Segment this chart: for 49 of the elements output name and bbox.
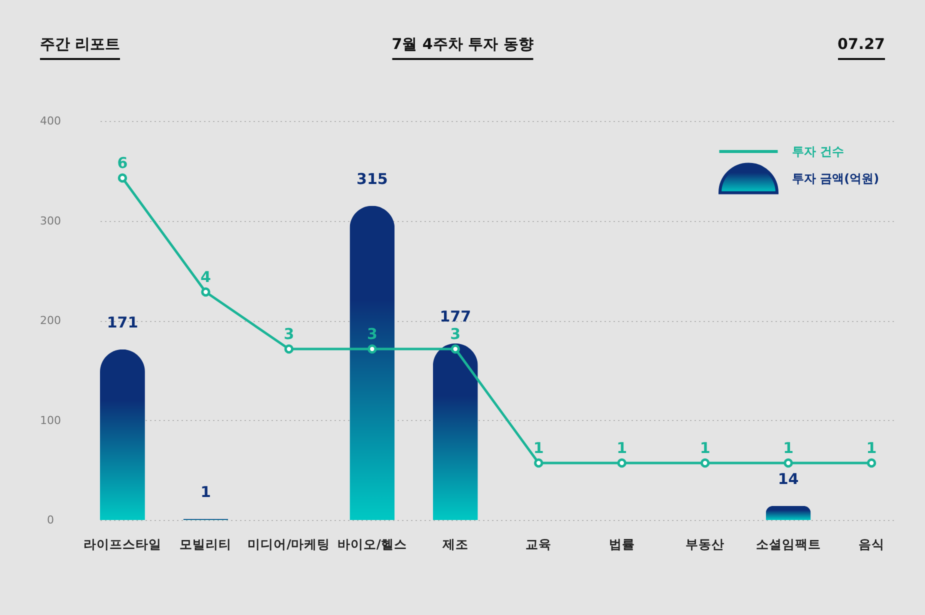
x-tick-label: 제조 [441, 536, 468, 552]
data-label: 1 [783, 439, 794, 457]
point [201, 287, 210, 297]
y-tick-label: 300 [40, 214, 61, 228]
bar [100, 349, 145, 520]
data-label: 1 [200, 483, 211, 502]
x-tick-label: 음식 [858, 536, 885, 552]
point [866, 458, 876, 468]
chart-title: 7월 4주차 투자 동향 [392, 35, 534, 60]
x-tick-label: 모빌리티 [180, 536, 232, 552]
x-tick-label: 법률 [608, 536, 635, 552]
data-label: 1 [533, 439, 544, 457]
bar [766, 506, 811, 520]
data-label: 3 [366, 325, 378, 343]
data-label: 171 [106, 313, 138, 332]
point [784, 458, 793, 468]
y-tick-label: 200 [40, 314, 61, 327]
data-label: 3 [450, 325, 461, 343]
point [284, 344, 294, 354]
data-label: 14 [778, 470, 799, 488]
point [118, 173, 128, 183]
point [534, 458, 544, 468]
point [617, 458, 626, 468]
legend-label: 투자 금액(억원) [792, 172, 880, 186]
data-label: 3 [284, 325, 294, 343]
legend-label: 투자 건수 [792, 144, 844, 158]
x-tick-label: 부동산 [686, 536, 725, 552]
data-label: 6 [117, 154, 128, 172]
bar [350, 206, 395, 520]
y-tick-label: 0 [47, 514, 54, 526]
x-tick-label: 교육 [526, 536, 552, 552]
x-tick-label: 바이오/헬스 [337, 536, 407, 552]
y-tick-label: 400 [40, 114, 61, 128]
x-tick-label: 소셜임팩트 [756, 536, 821, 552]
data-label: 1 [616, 439, 628, 457]
x-tick-label: 라이프스타일 [83, 536, 162, 552]
data-label: 1 [866, 439, 877, 457]
bar [432, 343, 478, 520]
text: 주간 리포트 [40, 35, 120, 60]
data-label: 177 [440, 307, 472, 326]
x-tick-label: 미디어/마케팅 [248, 536, 330, 552]
y-tick-label: 100 [40, 414, 61, 427]
point [700, 458, 710, 468]
text: 07.27 [838, 35, 885, 60]
data-label: 1 [700, 439, 710, 457]
point [368, 344, 377, 354]
data-label: 4 [200, 268, 211, 286]
point [450, 344, 460, 354]
data-label: 315 [356, 170, 388, 188]
